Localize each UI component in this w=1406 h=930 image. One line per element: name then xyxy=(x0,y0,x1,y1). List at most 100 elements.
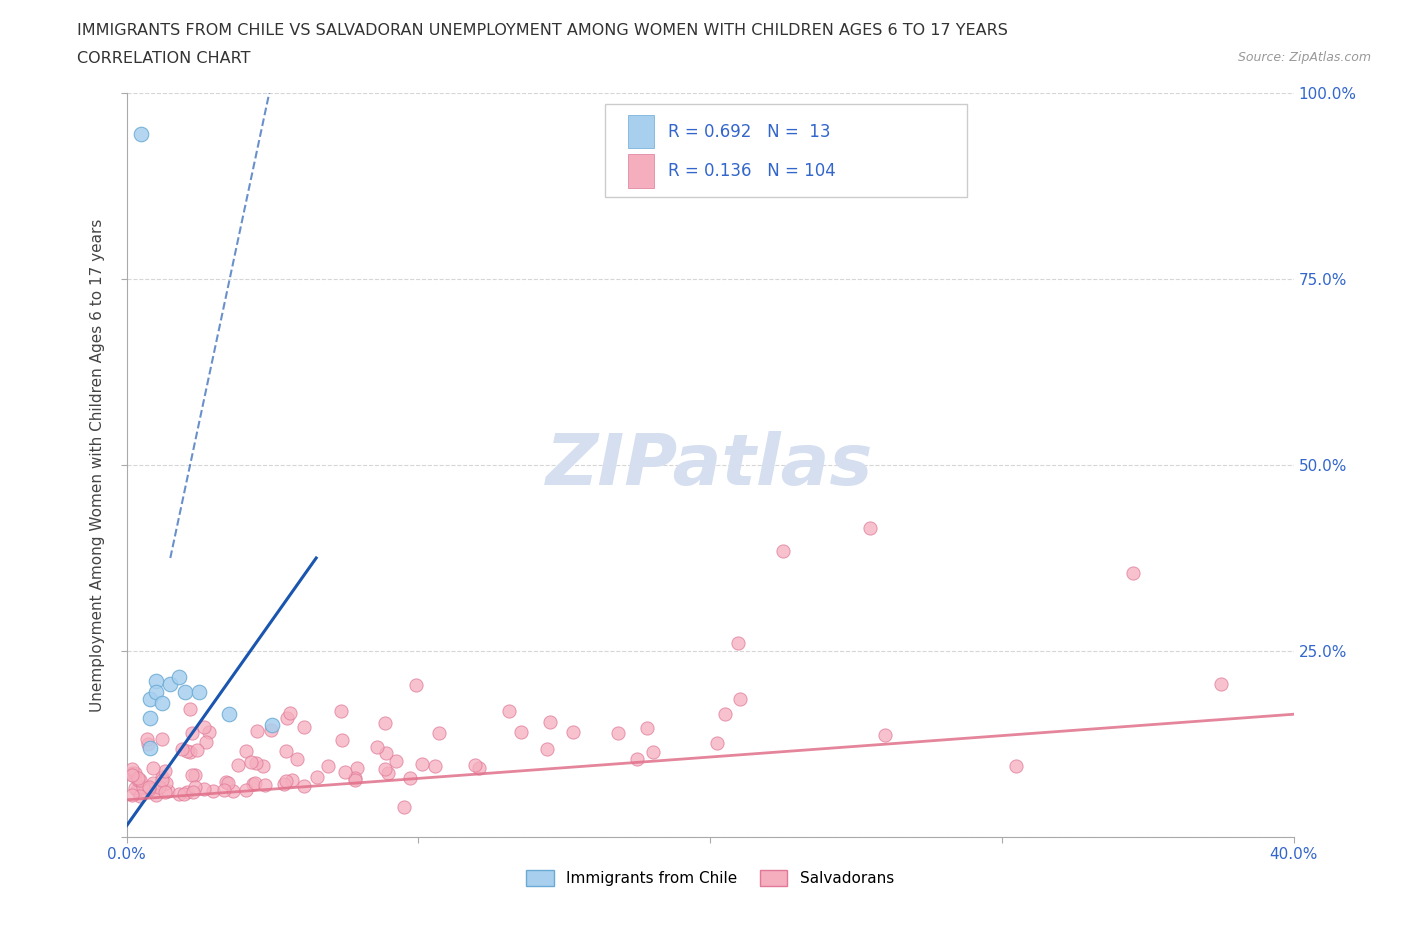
Point xyxy=(278,705,301,720)
Point xyxy=(643,745,665,760)
Point xyxy=(292,778,315,793)
Point xyxy=(377,765,399,780)
Point xyxy=(195,735,218,750)
Point xyxy=(155,784,177,799)
Point xyxy=(276,743,298,758)
Point xyxy=(636,721,658,736)
Point xyxy=(228,758,250,773)
Point xyxy=(155,776,177,790)
Point xyxy=(509,724,531,739)
Point xyxy=(127,773,149,788)
Point xyxy=(374,746,396,761)
Point xyxy=(129,773,152,788)
Point xyxy=(243,776,266,790)
Point xyxy=(392,800,415,815)
Point xyxy=(139,711,162,725)
Point xyxy=(330,733,353,748)
Point xyxy=(129,126,152,141)
Point xyxy=(626,751,648,766)
Point xyxy=(1005,759,1028,774)
Point xyxy=(252,759,274,774)
Point xyxy=(464,758,486,773)
Point xyxy=(157,784,180,799)
Point xyxy=(132,779,155,794)
Point xyxy=(150,732,173,747)
Point xyxy=(159,677,181,692)
Point xyxy=(184,780,207,795)
Point xyxy=(274,773,297,788)
Point xyxy=(173,787,195,802)
Point xyxy=(181,785,204,800)
Point xyxy=(384,753,406,768)
Point xyxy=(129,789,152,804)
Point xyxy=(176,743,198,758)
FancyBboxPatch shape xyxy=(628,154,654,188)
Point xyxy=(121,788,143,803)
Point xyxy=(318,759,340,774)
Point xyxy=(136,736,159,751)
Point xyxy=(121,767,143,782)
Point xyxy=(121,767,143,782)
Point xyxy=(193,781,215,796)
Point xyxy=(281,773,304,788)
Point xyxy=(335,764,357,779)
Point xyxy=(706,736,728,751)
Point xyxy=(498,703,520,718)
Point xyxy=(222,784,245,799)
Point xyxy=(167,787,190,802)
Point xyxy=(184,767,207,782)
Point xyxy=(174,684,197,699)
FancyBboxPatch shape xyxy=(628,115,654,149)
Point xyxy=(193,719,215,734)
Point xyxy=(427,726,450,741)
Point xyxy=(606,725,628,740)
Point xyxy=(235,782,257,797)
Point xyxy=(218,707,240,722)
Point xyxy=(1122,565,1144,580)
Point xyxy=(135,731,157,746)
Point xyxy=(538,714,561,729)
Point xyxy=(411,757,433,772)
Point xyxy=(138,780,160,795)
Point xyxy=(148,779,170,794)
Point xyxy=(346,761,368,776)
Text: R = 0.692   N =  13: R = 0.692 N = 13 xyxy=(668,123,831,140)
Point xyxy=(875,727,897,742)
Point xyxy=(125,783,148,798)
Point xyxy=(150,696,173,711)
Point xyxy=(330,704,353,719)
Point xyxy=(399,770,422,785)
Point xyxy=(276,711,298,725)
Point xyxy=(374,762,396,777)
Point xyxy=(467,761,489,776)
Point xyxy=(217,776,239,790)
Point xyxy=(235,744,257,759)
Point xyxy=(138,782,160,797)
Point xyxy=(142,761,165,776)
Point xyxy=(246,724,269,738)
Point xyxy=(181,725,204,740)
Point xyxy=(127,770,149,785)
Point xyxy=(150,769,173,784)
Point xyxy=(179,745,201,760)
Point xyxy=(176,785,198,800)
Point xyxy=(305,769,328,784)
Point xyxy=(373,716,395,731)
Point xyxy=(772,543,794,558)
Point xyxy=(262,718,284,733)
Point xyxy=(180,768,202,783)
Point xyxy=(405,677,427,692)
Point xyxy=(145,673,167,688)
Text: R = 0.136   N = 104: R = 0.136 N = 104 xyxy=(668,162,835,180)
Point xyxy=(245,756,267,771)
Point xyxy=(167,670,190,684)
Point xyxy=(287,751,309,766)
Point xyxy=(134,783,156,798)
Text: ZIPatlas: ZIPatlas xyxy=(547,431,873,499)
Point xyxy=(139,740,162,755)
Point xyxy=(188,684,211,699)
Point xyxy=(145,788,167,803)
Point xyxy=(153,764,176,778)
Point xyxy=(145,684,167,699)
Point xyxy=(344,772,367,787)
